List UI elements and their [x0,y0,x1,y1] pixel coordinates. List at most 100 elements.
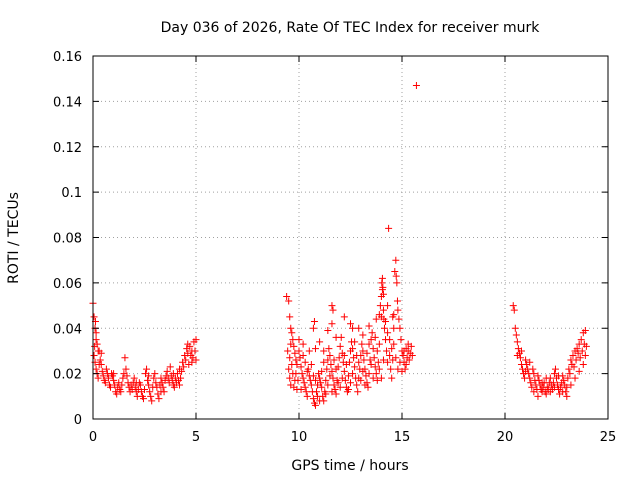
data-point [301,358,309,366]
data-point [378,274,386,282]
data-point [365,322,373,330]
data-point [285,365,293,373]
data-point [394,365,402,373]
data-point [336,342,344,350]
data-point [287,324,295,332]
data-point [148,397,156,405]
x-tick-label: 25 [600,430,617,445]
data-point [119,374,127,382]
data-point [404,340,412,348]
data-point [310,317,318,325]
data-point [287,340,295,348]
data-point [177,374,185,382]
data-point [357,376,365,384]
data-point [511,324,519,332]
data-point [297,386,305,394]
data-point [316,374,324,382]
data-point [113,390,121,398]
data-point [309,395,317,403]
data-point [311,376,319,384]
data-point [367,361,375,369]
data-point [311,401,319,409]
data-point [534,372,542,380]
data-point [323,365,331,373]
y-tick-label: 0.1 [61,186,82,201]
data-point [132,379,140,387]
data-point [338,374,346,382]
x-tick-label: 0 [89,430,97,445]
data-point [349,324,357,332]
data-point [375,340,383,348]
data-point [534,392,542,400]
y-tick-label: 0.12 [53,141,82,156]
data-point [340,313,348,321]
data-point [551,365,559,373]
data-point [324,356,332,364]
data-point [320,358,328,366]
y-tick-label: 0 [74,413,82,428]
data-point [570,363,578,371]
data-point [392,256,400,264]
data-point [387,365,395,373]
data-point [383,347,391,355]
x-tick-label: 5 [192,430,200,445]
data-point [575,367,583,375]
data-point [405,356,413,364]
data-point [146,388,154,396]
data-point [385,224,393,232]
data-point [578,347,586,355]
data-point [303,367,311,375]
data-point [123,372,131,380]
data-point [309,372,317,380]
y-axis-label: ROTI / TECUs [6,192,22,284]
data-point [566,370,574,378]
data-point [546,388,554,396]
data-point [147,392,155,400]
data-point [95,361,103,369]
data-point [355,324,363,332]
y-tick-label: 0.04 [53,322,82,337]
data-point [370,354,378,362]
data-point [393,297,401,305]
data-point [359,367,367,375]
data-point [332,333,340,341]
data-point [152,379,160,387]
data-point [378,286,386,294]
x-axis-label: GPS time / hours [291,458,408,474]
data-point [324,327,332,335]
data-point [377,313,385,321]
data-point [366,356,374,364]
data-point [384,329,392,337]
data-point [372,370,380,378]
data-point [313,388,321,396]
data-point [305,347,313,355]
data-point [353,381,361,389]
data-point [284,347,292,355]
data-point [299,374,307,382]
data-point [378,279,386,287]
data-point [110,376,118,384]
data-point [309,324,317,332]
data-point [361,381,369,389]
data-point [529,365,537,373]
data-point [359,331,367,339]
data-point [145,372,153,380]
data-point [574,349,582,357]
data-point [99,372,107,380]
data-point [191,347,199,355]
data-point [136,381,144,389]
data-point [144,376,152,384]
data-point [297,363,305,371]
data-point [549,379,557,387]
data-point [327,361,335,369]
data-point [392,354,400,362]
data-point [330,356,338,364]
data-point [569,351,577,359]
data-point [98,367,106,375]
data-point [577,336,585,344]
data-point [347,320,354,328]
data-point [91,342,99,350]
data-point [563,383,571,391]
data-point [384,302,392,310]
data-point [512,331,520,339]
